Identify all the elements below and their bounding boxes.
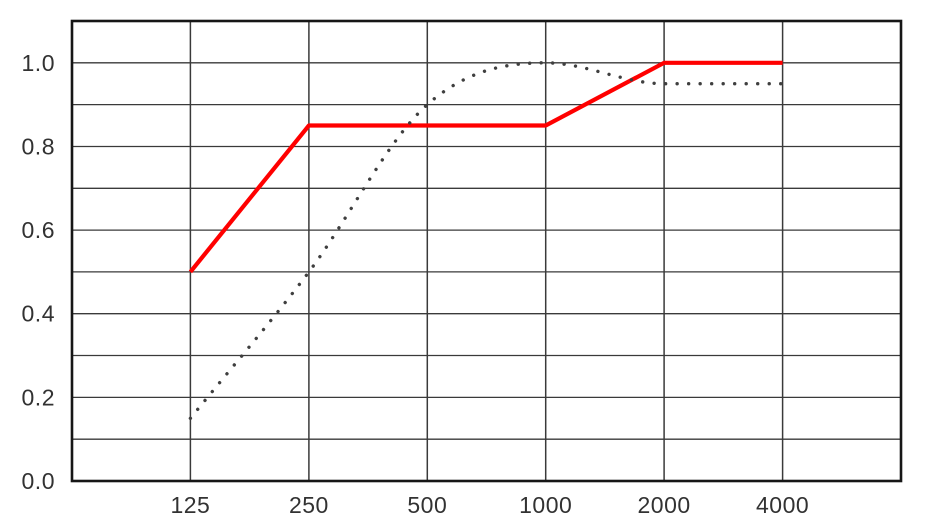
x-tick-label: 4000 — [756, 492, 809, 518]
x-tick-label: 500 — [407, 492, 447, 518]
plot-border — [70, 19, 903, 483]
y-tick-label: 0.4 — [22, 301, 55, 327]
y-tick-label: 0.8 — [22, 134, 55, 160]
x-tick-label: 125 — [170, 492, 210, 518]
x-tick-label: 2000 — [638, 492, 691, 518]
solid-red-line — [188, 60, 783, 274]
y-tick-label: 1.0 — [22, 50, 55, 76]
dotted-gray-line — [188, 61, 785, 420]
y-tick-label: 0.2 — [22, 384, 55, 410]
y-tick-label: 0.6 — [22, 217, 55, 243]
x-tick-label: 1000 — [519, 492, 572, 518]
x-tick-label: 250 — [289, 492, 329, 518]
y-tick-label: 0.0 — [22, 468, 55, 494]
